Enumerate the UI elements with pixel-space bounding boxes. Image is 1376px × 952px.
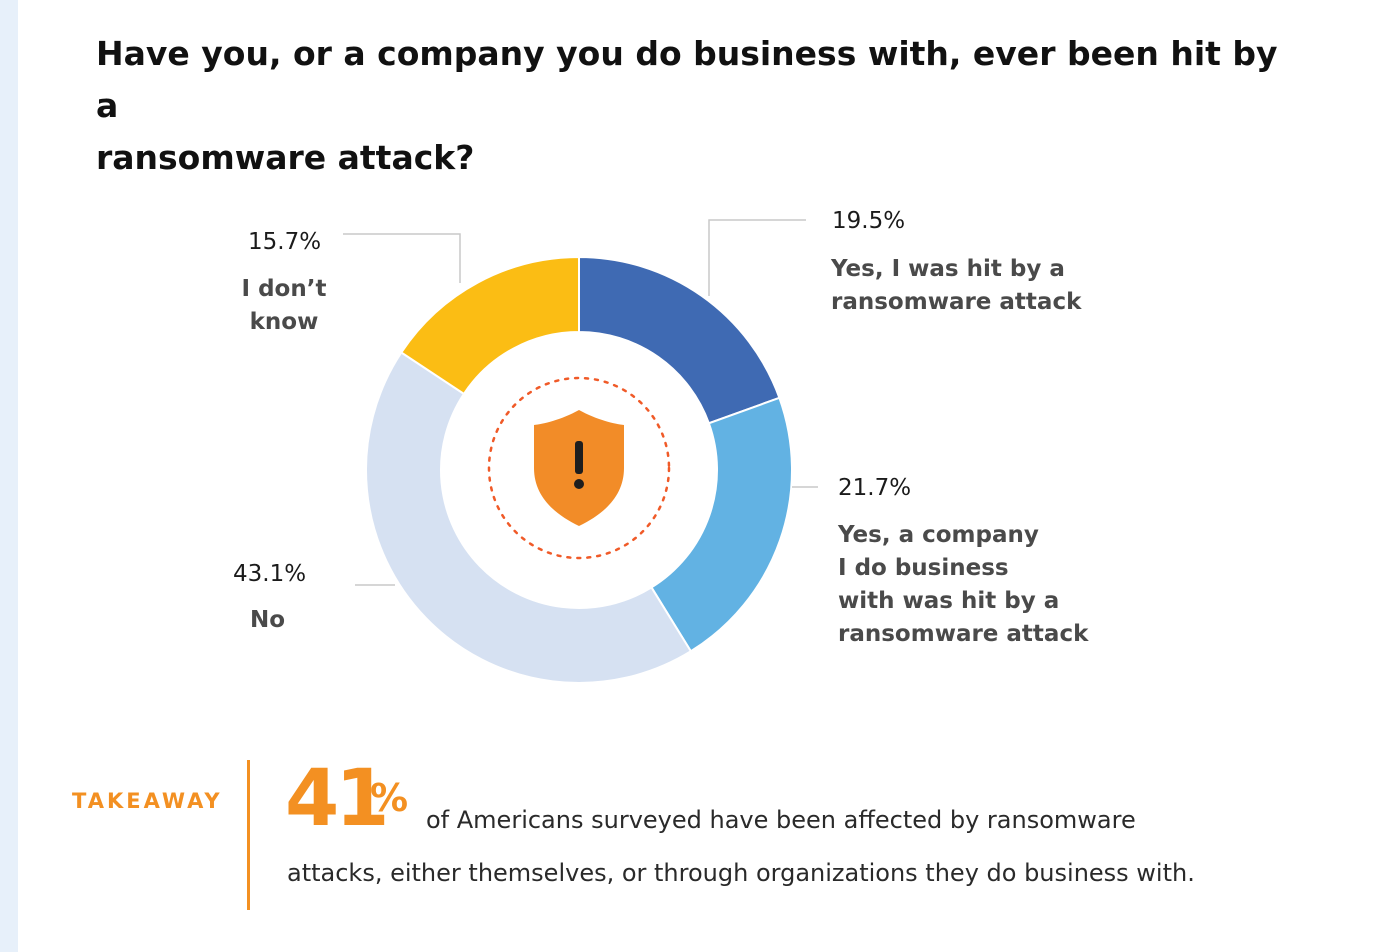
label-yes-company-line-1: Yes, a company — [838, 522, 1039, 548]
label-no-line-1: No — [250, 607, 286, 633]
chart-title-line-1: Have you, or a company you do business w… — [96, 34, 1278, 125]
label-category-dont-know: I don’t know — [232, 273, 336, 339]
takeaway-label: TAKEAWAY — [72, 789, 223, 813]
leader-lines — [343, 219, 818, 586]
takeaway-percent-sign: % — [370, 776, 409, 820]
leader-line-dont-know — [343, 233, 461, 283]
label-yes-me-line-1: Yes, I was hit by a — [831, 256, 1065, 282]
shield-exclamation-icon — [534, 410, 624, 526]
label-dont-know-line-1: I don’t — [241, 276, 327, 302]
label-yes-me-line-2: ransomware attack — [831, 289, 1082, 315]
label-category-yes-company: Yes, a company I do business with was hi… — [838, 519, 1088, 651]
label-pct-dont-know: 15.7% — [248, 229, 322, 255]
leader-line-yes-me — [708, 219, 806, 296]
donut-slice-yes-company — [650, 396, 793, 653]
donut-slice-dont-know — [399, 255, 580, 396]
label-yes-company-line-4: ransomware attack — [838, 621, 1089, 647]
label-pct-yes-company: 21.7% — [838, 475, 912, 501]
donut-slices — [365, 255, 793, 684]
label-pct-no: 43.1% — [233, 561, 307, 587]
donut-slice-yes-me — [578, 255, 781, 425]
chart-title: Have you, or a company you do business w… — [96, 28, 1296, 184]
label-dont-know-line-2: know — [249, 309, 319, 335]
label-category-no: No — [250, 604, 285, 637]
label-yes-company-line-2: I do business — [838, 555, 1009, 581]
takeaway-divider — [247, 760, 250, 910]
label-pct-yes-me: 19.5% — [832, 208, 906, 234]
takeaway-big-number: 41 — [285, 754, 390, 844]
left-accent-strip — [0, 0, 18, 952]
takeaway-text-line-2: attacks, either themselves, or through o… — [287, 859, 1195, 887]
donut-slice-no — [365, 351, 693, 684]
chart-title-line-2: ransomware attack? — [96, 138, 475, 177]
label-category-yes-me: Yes, I was hit by a ransomware attack — [831, 253, 1081, 319]
center-dotted-ring — [487, 376, 671, 560]
label-yes-company-line-3: with was hit by a — [838, 588, 1060, 614]
takeaway-text-line-1: of Americans surveyed have been affected… — [426, 806, 1136, 834]
